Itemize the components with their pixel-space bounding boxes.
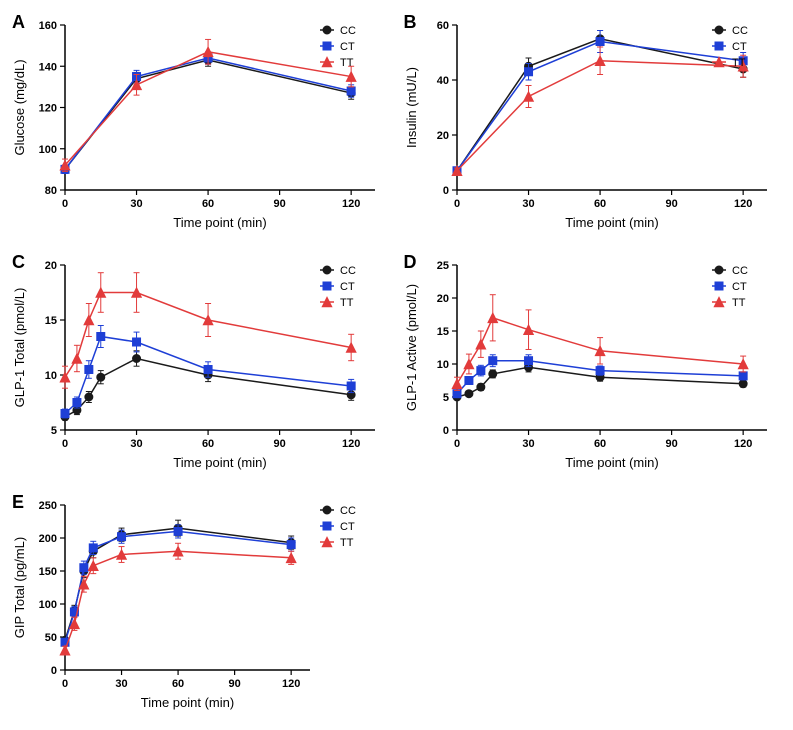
svg-text:15: 15: [45, 315, 57, 327]
panel-label-E: E: [12, 492, 24, 513]
svg-text:30: 30: [522, 198, 534, 210]
svg-text:Time point (min): Time point (min): [173, 455, 266, 470]
svg-text:60: 60: [593, 198, 605, 210]
svg-text:0: 0: [442, 425, 448, 437]
svg-text:25: 25: [436, 260, 448, 272]
svg-text:120: 120: [282, 678, 300, 690]
svg-text:120: 120: [733, 198, 751, 210]
svg-text:30: 30: [522, 438, 534, 450]
svg-text:0: 0: [62, 438, 68, 450]
chart-D: 0 30 60 90 120 0 5 10 15 20 25 Time point (min) GLP-…: [402, 250, 782, 475]
svg-text:90: 90: [273, 438, 285, 450]
svg-text:CT: CT: [732, 281, 747, 293]
svg-text:Time point (min): Time point (min): [141, 695, 234, 710]
svg-text:60: 60: [202, 198, 214, 210]
svg-text:0: 0: [453, 198, 459, 210]
svg-text:CC: CC: [340, 265, 356, 277]
svg-text:CT: CT: [340, 521, 355, 533]
svg-text:90: 90: [665, 198, 677, 210]
svg-text:15: 15: [436, 326, 448, 338]
panel-E: E 0 30 60 90 120 0 50 100 150 200 250 Time point (mi…: [10, 490, 392, 720]
svg-text:90: 90: [228, 678, 240, 690]
svg-text:0: 0: [62, 198, 68, 210]
svg-text:10: 10: [45, 370, 57, 382]
svg-text:CC: CC: [340, 25, 356, 37]
svg-text:TT: TT: [732, 57, 746, 69]
svg-text:30: 30: [130, 438, 142, 450]
svg-text:GLP-1 Active (pmol/L): GLP-1 Active (pmol/L): [404, 284, 419, 411]
svg-text:160: 160: [39, 20, 57, 32]
panel-B: B 0 30 60 90 120 0 20 40 60 Time point (min) Insuli…: [402, 10, 784, 240]
svg-text:120: 120: [39, 103, 57, 115]
svg-text:GIP Total (pg/mL): GIP Total (pg/mL): [12, 537, 27, 638]
panel-C: C 0 30 60 90 120 5 10 15 20 Time point (min) GLP-1 …: [10, 250, 392, 480]
svg-text:120: 120: [342, 438, 360, 450]
panel-label-B: B: [404, 12, 417, 33]
svg-text:20: 20: [436, 130, 448, 142]
svg-text:50: 50: [45, 632, 57, 644]
chart-grid: A030609012080100120140160Time point (min…: [10, 10, 783, 720]
svg-text:GLP-1 Total (pmol/L): GLP-1 Total (pmol/L): [12, 288, 27, 408]
svg-text:Time point (min): Time point (min): [565, 455, 658, 470]
svg-text:Time point (min): Time point (min): [565, 215, 658, 230]
svg-text:CC: CC: [732, 25, 748, 37]
svg-text:10: 10: [436, 359, 448, 371]
svg-text:TT: TT: [340, 297, 354, 309]
svg-text:20: 20: [45, 260, 57, 272]
svg-text:CC: CC: [340, 505, 356, 517]
chart-C: 0 30 60 90 120 5 10 15 20 Time point (min) GLP-1 T…: [10, 250, 390, 475]
svg-text:60: 60: [436, 20, 448, 32]
svg-text:CC: CC: [732, 265, 748, 277]
svg-text:CT: CT: [732, 41, 747, 53]
svg-text:0: 0: [62, 678, 68, 690]
panel-label-A: A: [12, 12, 25, 33]
svg-text:0: 0: [453, 438, 459, 450]
svg-text:30: 30: [130, 198, 142, 210]
panel-label-C: C: [12, 252, 25, 273]
svg-text:90: 90: [273, 198, 285, 210]
svg-text:Glucose (mg/dL): Glucose (mg/dL): [12, 59, 27, 155]
svg-text:60: 60: [172, 678, 184, 690]
svg-text:0: 0: [51, 665, 57, 677]
svg-text:140: 140: [39, 61, 57, 73]
svg-text:TT: TT: [340, 537, 354, 549]
chart-B: 0 30 60 90 120 0 20 40 60 Time point (min) Insulin…: [402, 10, 782, 235]
svg-text:CT: CT: [340, 41, 355, 53]
svg-text:5: 5: [51, 425, 57, 437]
svg-text:TT: TT: [340, 57, 354, 69]
svg-text:20: 20: [436, 293, 448, 305]
svg-text:TT: TT: [732, 297, 746, 309]
svg-text:CT: CT: [340, 281, 355, 293]
svg-text:90: 90: [665, 438, 677, 450]
svg-text:120: 120: [733, 438, 751, 450]
svg-text:100: 100: [39, 599, 57, 611]
chart-A: 0 30 60 90 120 80 100 120 140 160 Time point (min)…: [10, 10, 390, 235]
svg-text:250: 250: [39, 500, 57, 512]
chart-E: 0 30 60 90 120 0 50 100 150 200 250 Time point (min…: [10, 490, 390, 715]
panel-label-D: D: [404, 252, 417, 273]
svg-text:120: 120: [342, 198, 360, 210]
svg-text:80: 80: [45, 185, 57, 197]
svg-text:60: 60: [593, 438, 605, 450]
svg-text:40: 40: [436, 75, 448, 87]
svg-text:Time point (min): Time point (min): [173, 215, 266, 230]
svg-text:100: 100: [39, 144, 57, 156]
svg-text:5: 5: [442, 392, 448, 404]
panel-A: A 0 30 60 90 120 80 100 120 140 160 Time point (min…: [10, 10, 392, 240]
svg-text:150: 150: [39, 566, 57, 578]
panel-D: D 0 30 60 90 120 0 5 10 15 20 25 Time point (min) GLP…: [402, 250, 784, 480]
svg-text:200: 200: [39, 533, 57, 545]
svg-text:60: 60: [202, 438, 214, 450]
svg-text:Insulin (mU/L): Insulin (mU/L): [404, 67, 419, 148]
svg-text:0: 0: [442, 185, 448, 197]
svg-text:30: 30: [115, 678, 127, 690]
